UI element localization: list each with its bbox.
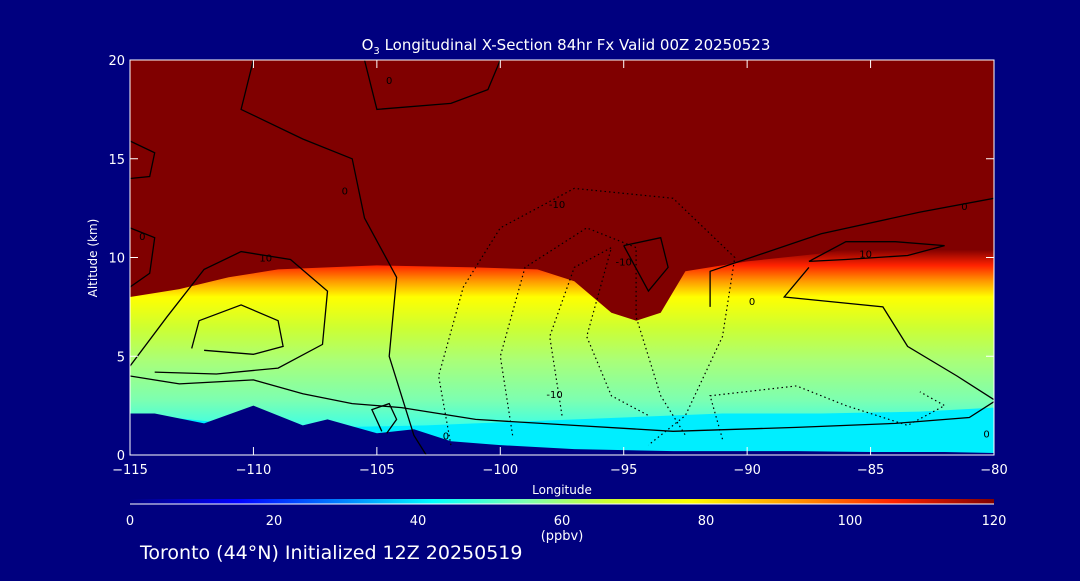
x-tick-label: −80	[980, 463, 1007, 478]
x-tick-label: −85	[857, 463, 884, 478]
contour-label-6: -10	[546, 390, 562, 401]
x-tick-label: −95	[610, 463, 637, 478]
contour-line--10-0	[437, 187, 736, 446]
x-tick-label: −90	[733, 463, 760, 478]
contour-lines	[130, 60, 994, 455]
contour-label-8: 0	[749, 297, 755, 308]
surface-terrain-region	[130, 405, 994, 455]
colorbar-tick-label: 80	[698, 514, 715, 529]
contour-line-0-4	[240, 60, 427, 455]
y-tick-label: 20	[108, 54, 125, 69]
y-axis: 0 5 10 15 20	[108, 54, 994, 464]
contour-label-7: 0	[443, 431, 449, 442]
plot-area: 0 0 0 10 -10 -10 -10 0 0 10 0 0	[130, 60, 994, 455]
colorbar-tick-label: 60	[554, 514, 571, 529]
contour-line-10-14	[623, 236, 669, 293]
y-tick-label: 15	[108, 153, 125, 168]
x-axis-label: Longitude	[532, 483, 592, 497]
contour-line--10-2	[549, 246, 649, 417]
colorbar-ramp	[130, 499, 994, 504]
contour-label-0: 0	[386, 76, 392, 87]
contour-line-0-6	[130, 375, 994, 432]
x-tick-label: −110	[236, 463, 272, 478]
stratospheric-ozone-region	[130, 60, 994, 321]
chart-title: O3 Longitudinal X-Section 84hr Fx Valid …	[362, 36, 771, 57]
y-axis-label: Altitude (km)	[86, 219, 100, 298]
contour-line--10-1	[499, 227, 686, 436]
contour-label-3: 10	[259, 254, 272, 265]
contour-line-10-11	[130, 250, 329, 375]
colorbar-tick-label: 40	[410, 514, 427, 529]
contour-label-11: 0	[983, 429, 989, 440]
contour-label-10: 0	[961, 202, 967, 213]
colorbar-tick-label: 100	[838, 514, 863, 529]
contour-label-9: 10	[859, 250, 872, 261]
colorbar: 0 20 40 60 80 100 120	[126, 499, 1007, 529]
contour-label-1: 0	[342, 186, 348, 197]
contour-line-10-12	[191, 304, 284, 355]
footer-caption: Toronto (44°N) Initialized 12Z 20250519	[140, 542, 523, 564]
contour-line-0-9	[130, 227, 156, 288]
x-tick-label: −100	[482, 463, 518, 478]
contour-label-4: -10	[549, 200, 565, 211]
colorbar-tick-label: 0	[126, 514, 134, 529]
contour-label-2: 0	[139, 232, 145, 243]
contour-line--10-3	[709, 385, 946, 440]
contour-line-0-10	[130, 140, 156, 180]
x-tick-label: −105	[359, 463, 395, 478]
colorbar-tick-label: 20	[266, 514, 283, 529]
contour-labels: 0 0 0 10 -10 -10 -10 0 0 10 0 0	[139, 76, 990, 443]
colorbar-unit-label: (ppbv)	[541, 529, 584, 544]
x-tick-label: −115	[112, 463, 148, 478]
contour-line-10-13	[808, 241, 945, 263]
colorbar-tick-label: 120	[982, 514, 1007, 529]
contour-line-0-7	[709, 197, 994, 307]
contour-line-0-5	[363, 60, 501, 111]
x-axis: −115 −110 −105 −100 −95 −90 −85 −80	[112, 60, 1008, 478]
y-tick-label: 5	[117, 350, 125, 365]
y-tick-label: 0	[117, 449, 125, 464]
contour-label-5: -10	[616, 257, 632, 268]
contour-line-0-8	[782, 266, 994, 401]
y-tick-label: 10	[108, 252, 125, 267]
contour-line-0-15	[371, 402, 398, 434]
